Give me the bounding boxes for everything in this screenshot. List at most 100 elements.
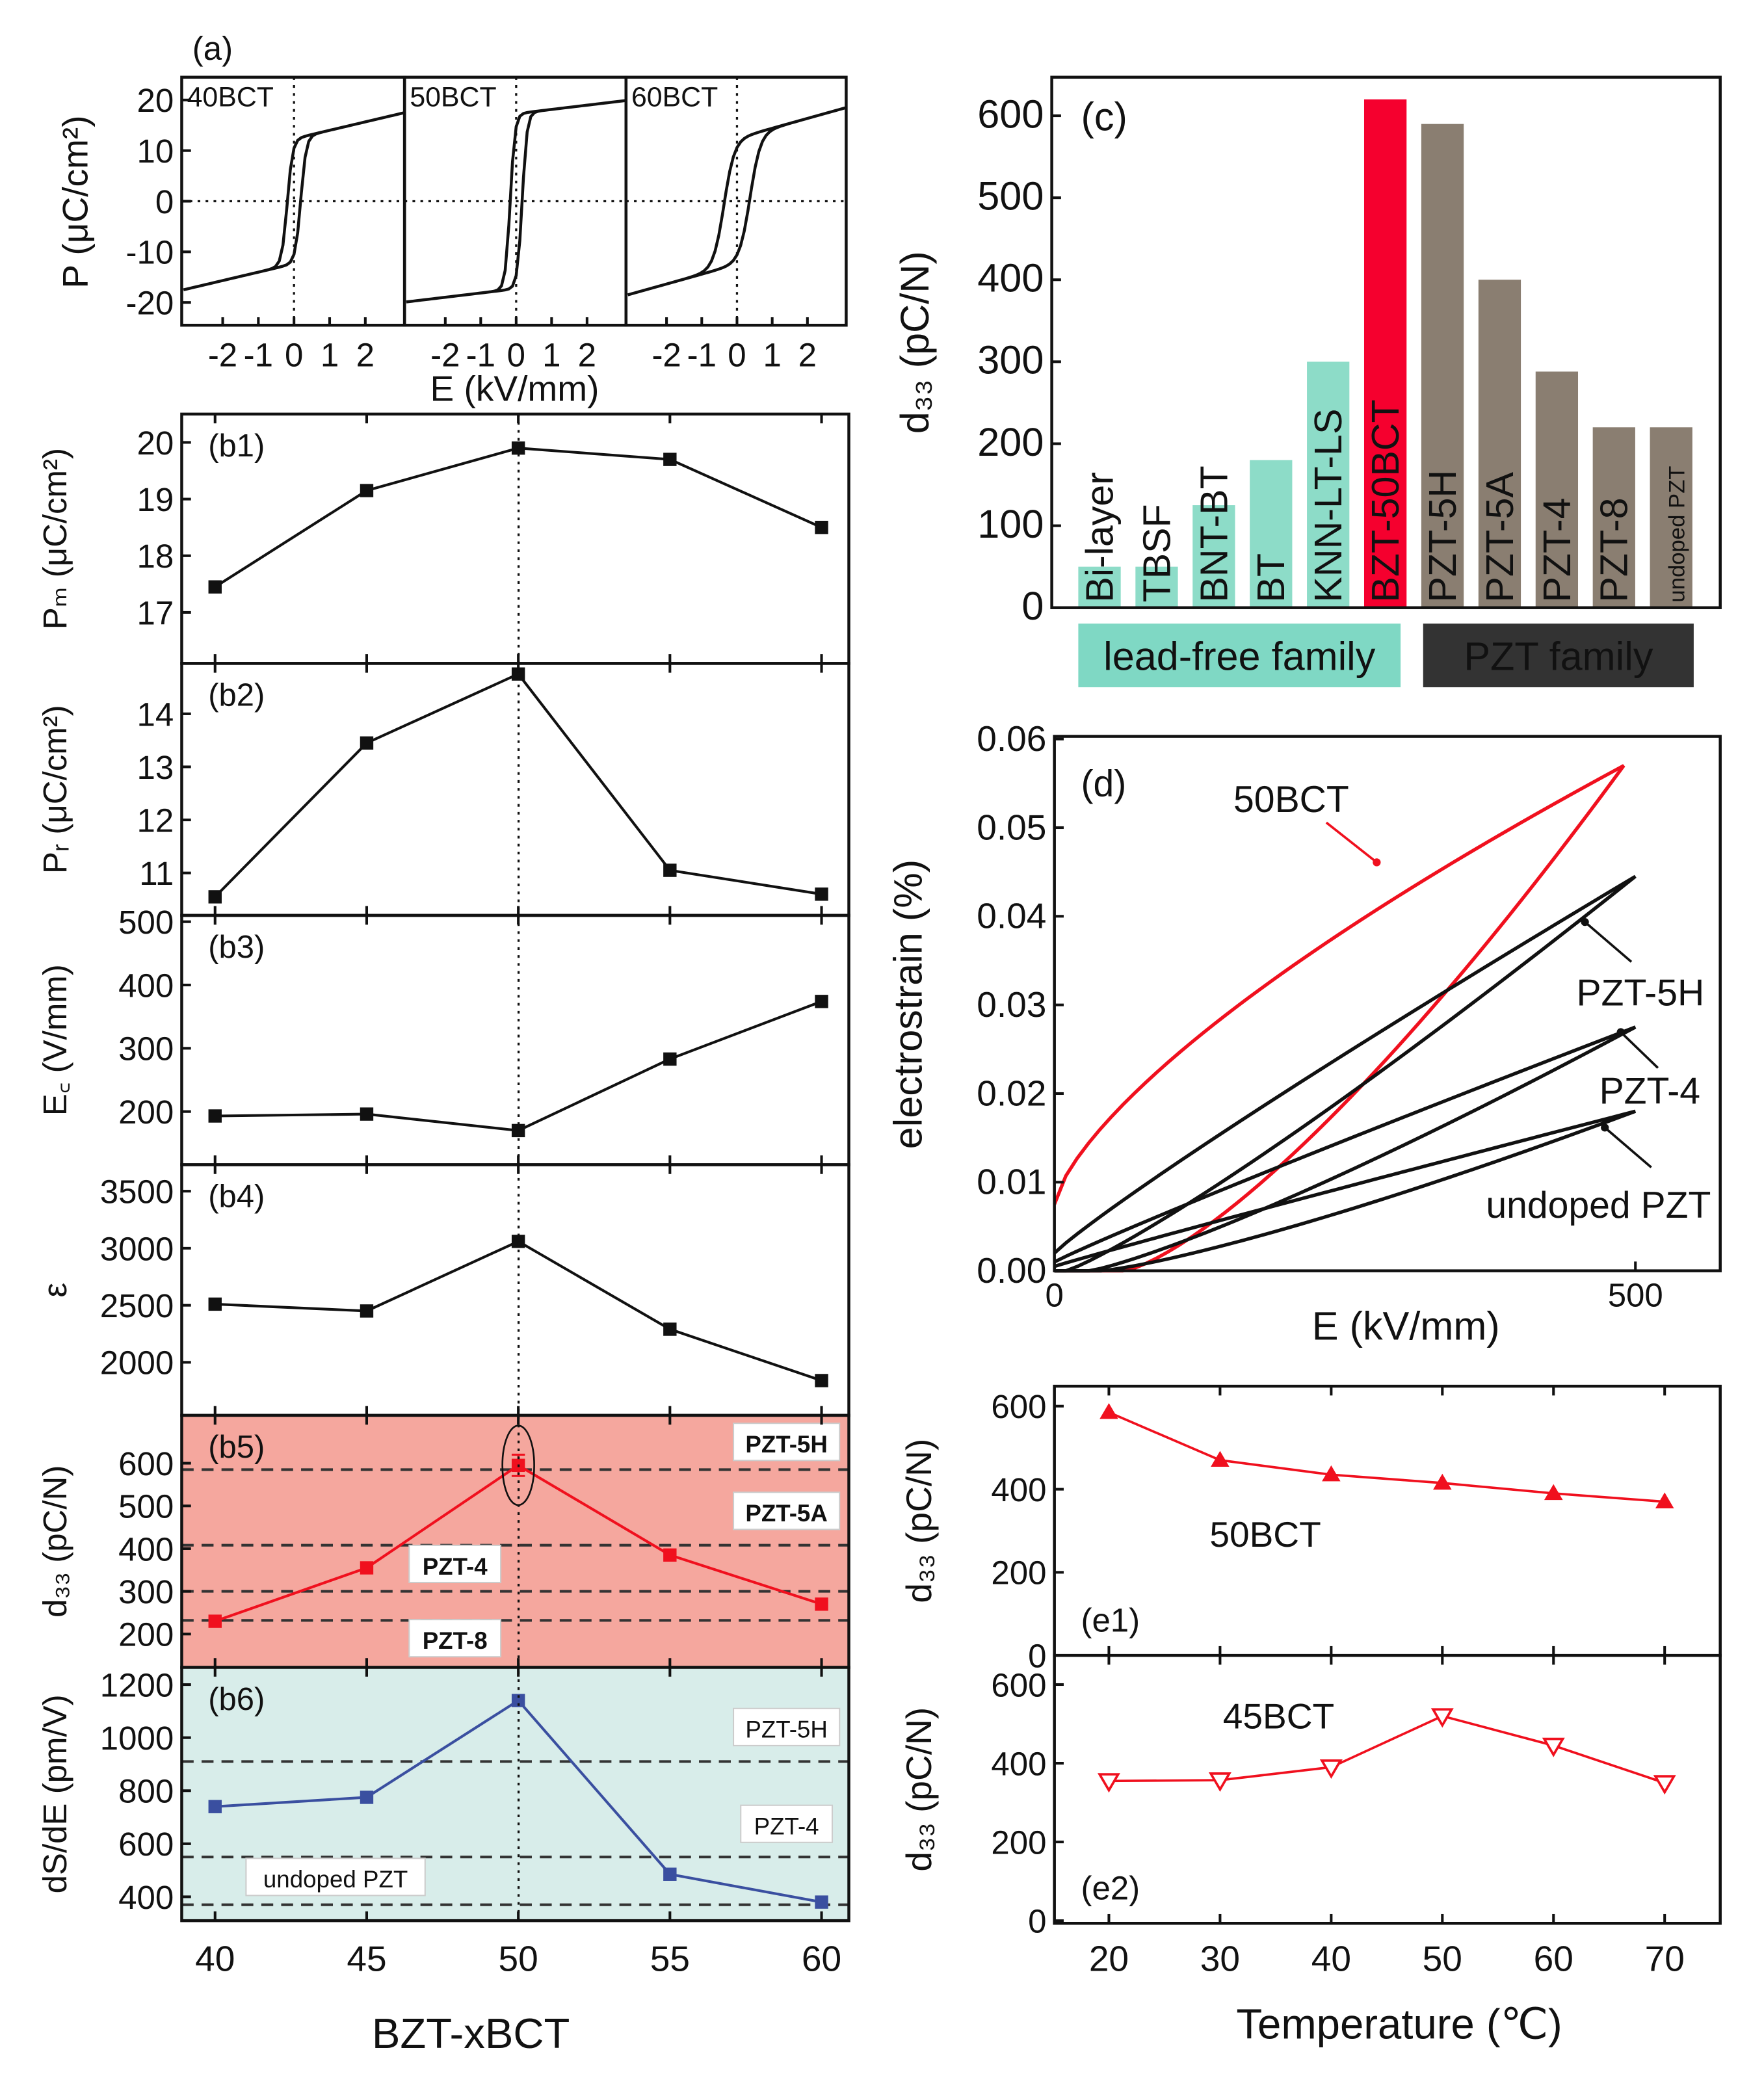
y-axis-label: P (μC/cm²) xyxy=(55,115,96,288)
bar-label: Bi-layer xyxy=(1077,472,1121,602)
reference-label-box xyxy=(733,1491,841,1530)
x-tick-label: 70 xyxy=(1645,1939,1685,1979)
data-point-marker xyxy=(360,1107,374,1121)
panel-label: (e1) xyxy=(1081,1601,1140,1638)
panel-frame xyxy=(180,1163,850,1417)
y-tick-label: 0 xyxy=(1028,1638,1046,1675)
y-tick-label: 0.02 xyxy=(977,1073,1046,1113)
x-tick-label: 60 xyxy=(1534,1939,1573,1979)
reference-label-box xyxy=(733,1707,841,1746)
y-tick-label: 17 xyxy=(137,594,174,631)
x-axis-label: Temperature (℃) xyxy=(1236,2001,1562,2048)
data-point-marker xyxy=(815,1895,828,1909)
y-tick-label: 200 xyxy=(991,1824,1046,1861)
panel-frame xyxy=(1050,75,1722,609)
annotation-arrow-head xyxy=(1601,1123,1609,1132)
y-axis-label: Pᵣ (μC/cm²) xyxy=(36,705,73,874)
bar-label: undoped PZT xyxy=(1665,466,1690,603)
panel-label: (a) xyxy=(192,30,233,67)
series-line xyxy=(1108,1411,1665,1503)
annotation-arrow xyxy=(1620,1031,1659,1069)
data-point-marker xyxy=(511,1694,525,1707)
panel-label: (c) xyxy=(1081,94,1127,138)
y-tick-label: 100 xyxy=(977,502,1044,546)
data-point-marker xyxy=(663,1548,677,1562)
panel-label: (d) xyxy=(1081,763,1126,804)
data-point-marker xyxy=(815,1374,828,1387)
reference-label: PZT-4 xyxy=(754,1813,819,1840)
y-tick-label: 12 xyxy=(137,802,174,839)
y-tick-label: 1000 xyxy=(100,1720,174,1757)
annotation-arrow-head xyxy=(1581,918,1589,926)
bar xyxy=(1421,124,1464,608)
series-label: 60BCT xyxy=(631,82,718,113)
panel-label: (b3) xyxy=(208,930,265,965)
bar-label: KNN-LT-LS xyxy=(1306,409,1350,603)
y-tick-label: 2000 xyxy=(100,1345,174,1382)
x-tick-label: 1 xyxy=(542,336,560,373)
family-box xyxy=(1078,623,1401,688)
x-tick-label: 0 xyxy=(507,336,525,373)
x-tick-label: 55 xyxy=(650,1939,690,1979)
strain-loop-undoped-PZT xyxy=(1053,1109,1637,1273)
y-tick-label: 400 xyxy=(118,967,174,1004)
y-tick-label: 0.05 xyxy=(977,807,1046,847)
bar xyxy=(1192,505,1235,608)
y-axis-label: E꜀ (V/mm) xyxy=(36,964,73,1116)
x-tick-label: 60 xyxy=(802,1939,841,1979)
y-axis-label: d₃₃ (pC/N) xyxy=(899,1707,939,1872)
y-tick-label: 3500 xyxy=(100,1174,174,1211)
y-tick-label: 0.01 xyxy=(977,1162,1046,1202)
x-tick-label: -1 xyxy=(244,336,273,373)
x-tick-label: 0 xyxy=(1046,1277,1064,1314)
panel-label: (b1) xyxy=(208,428,265,464)
y-tick-label: 20 xyxy=(137,425,174,462)
triangle-up-marker xyxy=(1433,1473,1452,1490)
bar-label: BNT-BT xyxy=(1192,466,1235,602)
bar-label: PZT-4 xyxy=(1535,498,1579,603)
annotation-arrow xyxy=(1584,921,1633,963)
triangle-down-marker xyxy=(1653,1775,1676,1795)
x-tick-label: -2 xyxy=(652,336,681,373)
panel-frame xyxy=(1053,1653,1722,1925)
annotation-arrow xyxy=(1325,821,1378,863)
data-point-marker xyxy=(663,1867,677,1881)
strain-loop-PZT-4 xyxy=(1053,1025,1637,1273)
bar xyxy=(1078,566,1121,608)
data-point-marker xyxy=(360,1791,374,1804)
x-tick-label: 20 xyxy=(1089,1939,1129,1979)
y-tick-label: 13 xyxy=(137,749,174,786)
bar xyxy=(1363,99,1407,608)
y-axis-label: d₃₃ (pC/N) xyxy=(36,1465,73,1618)
series-annotation: undoped PZT xyxy=(1486,1185,1711,1226)
y-tick-label: 200 xyxy=(977,420,1044,464)
y-tick-label: 20 xyxy=(137,82,174,119)
x-tick-label: 0 xyxy=(285,336,303,373)
y-tick-label: 19 xyxy=(137,481,174,518)
x-tick-label: 2 xyxy=(578,336,596,373)
y-tick-label: 200 xyxy=(118,1616,174,1653)
reference-label: PZT-5H xyxy=(745,1716,827,1743)
bar xyxy=(1535,371,1579,608)
series-annotation: 50BCT xyxy=(1209,1514,1321,1555)
triangle-down-marker xyxy=(1208,1772,1231,1792)
x-tick-label: -2 xyxy=(430,336,460,373)
y-tick-label: 400 xyxy=(977,256,1044,300)
x-tick-label: 1 xyxy=(763,336,781,373)
y-tick-label: 0 xyxy=(1021,584,1044,628)
hysteresis-loop-40BCT xyxy=(183,111,405,291)
panel-label: (b6) xyxy=(208,1682,265,1717)
hysteresis-loop-60BCT xyxy=(627,106,847,296)
panel-label: (b2) xyxy=(208,678,265,713)
x-tick-label: 0 xyxy=(728,336,746,373)
reference-label: PZT-5A xyxy=(745,1500,827,1527)
data-point-marker xyxy=(208,1297,222,1311)
bar-label: PZT-8 xyxy=(1592,498,1636,603)
y-axis-label: d₃₃ (pC/N) xyxy=(893,251,937,434)
y-tick-label: 1200 xyxy=(100,1666,174,1703)
data-point-marker xyxy=(208,580,222,594)
y-tick-label: 400 xyxy=(118,1879,174,1916)
y-tick-label: 0.06 xyxy=(977,718,1046,759)
reference-label-box xyxy=(408,1544,502,1584)
data-point-marker xyxy=(815,521,828,534)
